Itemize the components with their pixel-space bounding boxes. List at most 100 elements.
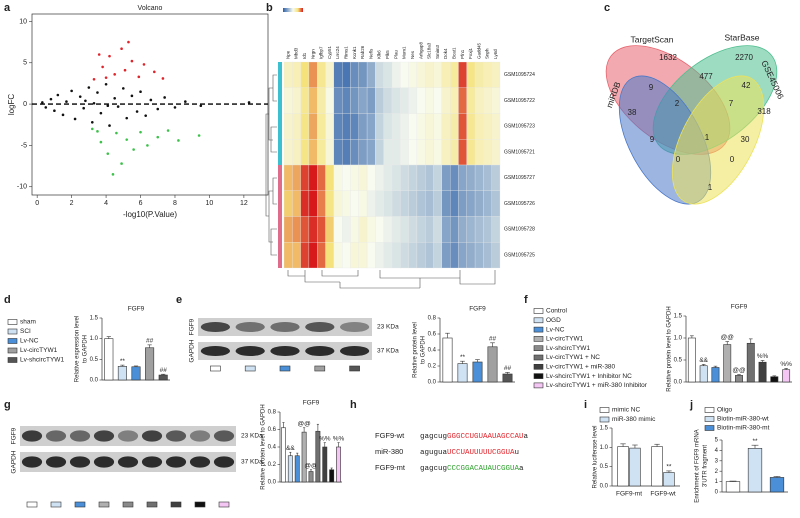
legend-label: mimic NC xyxy=(612,407,640,414)
heat-cell xyxy=(342,113,351,140)
heat-cell xyxy=(375,164,384,191)
point xyxy=(108,54,111,58)
heat-cell xyxy=(333,139,343,166)
heat-cell xyxy=(450,61,459,88)
heat-cell xyxy=(383,242,393,269)
column-label: Plk5 xyxy=(385,50,390,59)
legend-swatch xyxy=(704,425,715,431)
row-label: GSM1095726 xyxy=(504,201,535,207)
blot-row-label: GAPDH xyxy=(189,339,196,362)
heat-cell xyxy=(375,87,384,114)
heat-cell xyxy=(308,164,318,191)
blot-band xyxy=(235,345,265,357)
point xyxy=(116,105,120,108)
heat-cell xyxy=(375,242,384,269)
bar xyxy=(158,374,168,381)
heat-cell xyxy=(400,113,409,140)
legend-label: Lv-circTYW1 + NC xyxy=(546,354,600,361)
panel-label: d xyxy=(4,294,11,306)
heat-cell xyxy=(333,113,343,140)
heat-cell xyxy=(441,190,451,217)
heat-cell xyxy=(400,139,409,166)
heat-cell xyxy=(317,87,326,114)
bar xyxy=(104,338,114,381)
heat-cell xyxy=(425,113,434,140)
heat-cell xyxy=(358,113,368,140)
point xyxy=(120,162,123,165)
heat-cell xyxy=(342,139,351,166)
blot-row-label: FGF9 xyxy=(11,427,18,444)
point xyxy=(173,106,177,109)
x-tick-label: 4 xyxy=(104,200,108,207)
heat-cell xyxy=(450,87,459,114)
point xyxy=(104,82,108,86)
heat-cell xyxy=(466,87,476,114)
venn-count: 7 xyxy=(729,99,734,108)
heat-cell xyxy=(342,61,351,88)
y-tick-label: 0.2 xyxy=(428,364,437,370)
point xyxy=(90,127,94,131)
lane-swatch xyxy=(194,501,206,508)
heat-cell xyxy=(358,139,368,166)
heat-cell xyxy=(408,242,418,269)
blot-row-label: FGF9 xyxy=(189,318,196,335)
sequence-label: FGF9-wt xyxy=(375,431,405,440)
legend-swatch xyxy=(7,357,18,363)
panel-label: g xyxy=(4,399,11,411)
y-tick-label: 10 xyxy=(19,18,27,25)
y-tick-label: 4 xyxy=(715,448,719,454)
venn-set-label: StarBase xyxy=(725,32,760,42)
heat-cell xyxy=(458,113,467,140)
heat-cell xyxy=(408,164,418,191)
sequence-label: miR-380 xyxy=(375,447,403,456)
point xyxy=(104,76,108,79)
column-label: Lrrc24 xyxy=(335,46,340,59)
heat-cell xyxy=(408,61,418,88)
lane-swatch xyxy=(244,365,256,372)
heat-cell xyxy=(491,113,501,140)
point xyxy=(113,73,116,76)
significance: && xyxy=(699,357,708,364)
y-axis-label: to GAPDH xyxy=(83,335,89,363)
point xyxy=(125,116,129,120)
bar xyxy=(442,337,453,383)
significance: %% xyxy=(757,353,769,360)
sequence: aguguaUCCUAUUUUUCGGUAu xyxy=(420,449,519,457)
bar xyxy=(725,481,741,493)
heat-cell xyxy=(300,113,310,140)
heat-cell xyxy=(491,216,501,243)
heat-cell xyxy=(292,216,301,243)
heat-cell xyxy=(391,216,401,243)
point xyxy=(78,95,82,98)
bar xyxy=(301,431,307,483)
blot-band xyxy=(270,345,300,357)
heat-cell xyxy=(308,139,318,166)
heat-cell xyxy=(383,190,393,217)
blot-band xyxy=(305,321,335,333)
heat-cell xyxy=(400,216,409,243)
point xyxy=(101,65,104,69)
heat-cell xyxy=(466,139,476,166)
heat-cell xyxy=(350,242,359,269)
point xyxy=(90,120,94,124)
heat-cell xyxy=(425,164,434,191)
legend-swatch xyxy=(533,354,544,361)
legend-swatch xyxy=(533,308,544,314)
y-axis-label: Relative expression level xyxy=(75,316,81,382)
heat-cell xyxy=(342,242,351,269)
sequence-label: FGF9-mt xyxy=(375,463,406,472)
point xyxy=(144,114,147,117)
heat-cell xyxy=(416,139,426,166)
heat-cell xyxy=(391,61,401,88)
point xyxy=(137,75,141,79)
blot-band xyxy=(21,430,43,442)
bar xyxy=(617,446,629,487)
heat-cell xyxy=(433,61,442,88)
legend-label: Lv-shcircTYW1 + miR-380 Inhibitor xyxy=(546,382,648,389)
blot-band xyxy=(270,321,300,333)
point xyxy=(73,117,77,121)
heat-cell xyxy=(416,190,426,217)
legend-label: Lv-NC xyxy=(546,326,565,333)
heat-cell xyxy=(350,216,359,243)
bar xyxy=(770,376,779,383)
